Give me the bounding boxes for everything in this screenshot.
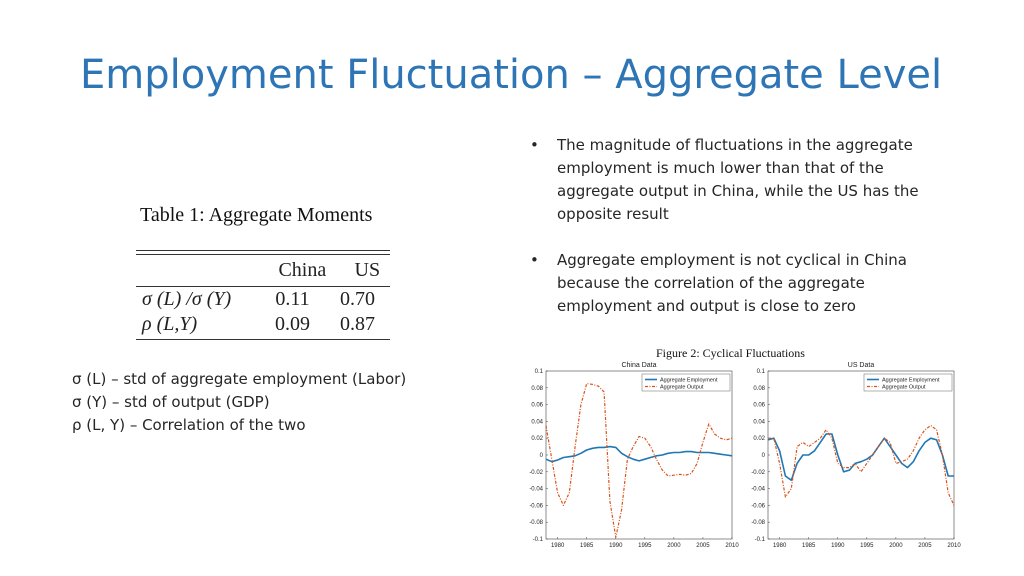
moments-table: China US σ (L) /σ (Y) 0.11 0.70 ρ (L,Y) … — [136, 250, 390, 340]
series-line-output — [768, 424, 955, 506]
table-top-rule — [136, 250, 390, 255]
symbol-notes: σ (L) – std of aggregate employment (Lab… — [72, 368, 406, 437]
note-line: σ (Y) – std of output (GDP) — [72, 393, 270, 411]
x-tick-label: 2010 — [725, 543, 739, 549]
x-tick-label: 2000 — [889, 543, 903, 549]
bullet-text: Aggregate employment is not cyclical in … — [557, 251, 907, 315]
table-header-row: China US — [136, 255, 390, 286]
y-tick-label: -0.02 — [751, 470, 765, 476]
y-tick-label: 0 — [762, 453, 766, 459]
china-chart-panel: China Data 0.1 0.08 0.06 0.04 0.02 0 -0.02 -0.04… — [520, 360, 742, 555]
row-label: σ (L) /σ (Y) — [142, 288, 232, 310]
header-cell-us: US — [354, 259, 381, 281]
note-line: ρ (L, Y) – Correlation of the two — [72, 416, 306, 434]
bullet-list: • The magnitude of fluctuations in the a… — [530, 134, 950, 341]
cell-us: 0.70 — [340, 288, 375, 310]
legend-label: Aggregate Employment — [660, 378, 718, 384]
header-cell-china: China — [278, 259, 327, 281]
bullet-marker: • — [530, 251, 539, 269]
y-tick-label: -0.1 — [533, 537, 544, 543]
legend-box — [641, 373, 731, 392]
y-tick-label: 0.06 — [753, 403, 765, 409]
bullet-item: • Aggregate employment is not cyclical i… — [530, 249, 950, 318]
y-tick-label: 0.08 — [531, 386, 543, 392]
row-label: ρ (L,Y) — [142, 313, 198, 335]
y-tick-label: 0 — [540, 453, 544, 459]
y-tick-label: -0.04 — [529, 487, 543, 493]
cell-china: 0.09 — [275, 313, 310, 335]
y-tick-label: -0.08 — [751, 520, 765, 526]
y-tick-label: 0.02 — [753, 436, 765, 442]
y-tick-label: 0.02 — [531, 436, 543, 442]
series-line-output — [545, 383, 733, 538]
cell-china: 0.11 — [275, 288, 310, 310]
x-tick-label: 1995 — [638, 543, 652, 549]
bullet-marker: • — [530, 136, 539, 154]
y-tick-label: 0.1 — [535, 369, 544, 375]
series-line-employment — [767, 433, 954, 481]
chart-title: China Data — [621, 362, 656, 369]
note-line: σ (L) – std of aggregate employment (Lab… — [72, 370, 407, 388]
y-tick-label: 0.06 — [531, 403, 543, 409]
y-tick-label: -0.06 — [751, 503, 765, 509]
legend-box — [863, 373, 953, 392]
bullet-item: • The magnitude of fluctuations in the a… — [530, 134, 950, 226]
y-tick-label: -0.08 — [529, 520, 543, 526]
x-tick-label: 1980 — [551, 543, 565, 549]
y-tick-label: 0.1 — [757, 369, 766, 375]
x-tick-label: 1980 — [773, 543, 787, 549]
y-tick-label: -0.06 — [529, 503, 543, 509]
y-tick-label: 0.04 — [753, 419, 765, 425]
y-tick-label: -0.02 — [529, 470, 543, 476]
us-chart-panel: US Data 0.1 0.08 0.06 0.04 0.02 0 -0.02 -0.04 -0.… — [742, 360, 964, 555]
legend-label: Aggregate Output — [660, 385, 704, 391]
table-row: σ (L) /σ (Y) 0.11 0.70 — [136, 287, 390, 312]
chart-title: US Data — [848, 362, 875, 369]
x-tick-label: 2005 — [696, 543, 710, 549]
x-tick-label: 2000 — [667, 543, 681, 549]
cell-us: 0.87 — [340, 313, 375, 335]
x-tick-label: 2005 — [918, 543, 932, 549]
y-tick-label: -0.1 — [755, 537, 766, 543]
x-tick-label: 2010 — [947, 543, 961, 549]
y-tick-label: -0.04 — [751, 487, 765, 493]
header-cell-empty — [136, 255, 260, 286]
x-tick-label: 1985 — [580, 543, 594, 549]
x-tick-label: 1995 — [860, 543, 874, 549]
slide-title: Employment Fluctuation – Aggregate Level — [80, 52, 943, 98]
table-mid-rule — [136, 286, 390, 287]
series-line-employment — [545, 445, 733, 463]
y-tick-label: 0.04 — [531, 419, 543, 425]
table-title: Table 1: Aggregate Moments — [140, 204, 373, 226]
x-tick-label: 1990 — [831, 543, 845, 549]
legend-label: Aggregate Employment — [882, 378, 940, 384]
figure-title: Figure 2: Cyclical Fluctuations — [656, 346, 805, 360]
y-tick-label: 0.08 — [753, 386, 765, 392]
table-row: ρ (L,Y) 0.09 0.87 — [136, 312, 390, 337]
x-tick-label: 1990 — [609, 543, 623, 549]
x-tick-label: 1985 — [802, 543, 816, 549]
bullet-text: The magnitude of fluctuations in the agg… — [557, 136, 919, 223]
us-line-chart: US Data 0.1 0.08 0.06 0.04 0.02 0 -0.02 -0.04 -0.… — [751, 362, 961, 549]
legend-label: Aggregate Output — [882, 385, 926, 391]
table-bottom-rule — [136, 339, 390, 340]
china-line-chart: China Data 0.1 0.08 0.06 0.04 0.02 0 -0.02 -0.04… — [529, 362, 739, 549]
